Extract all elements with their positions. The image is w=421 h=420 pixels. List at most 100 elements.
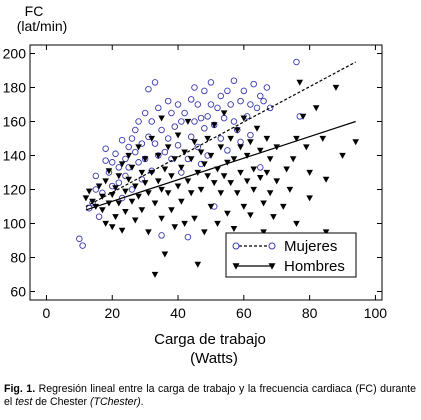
point-hombres [210,180,218,187]
legend-marker-circle [268,242,276,250]
point-hombres [122,188,129,195]
point-hombres [158,115,165,122]
point-hombres [260,229,267,236]
point-mujeres [217,92,225,100]
point-mujeres [135,159,142,166]
fit-line-hombres [85,120,356,211]
point-hombres [194,261,202,268]
point-hombres [197,149,205,156]
point-hombres [293,135,300,142]
point-hombres [138,207,146,214]
point-hombres [233,190,241,197]
point-hombres [99,207,106,214]
point-mujeres [230,118,238,125]
point-mujeres [135,118,142,125]
y-axis-unit: (lat/min) [17,18,68,34]
caption-text-3: . [140,396,144,408]
point-mujeres [240,87,248,95]
point-mujeres [253,104,261,112]
point-hombres [207,152,215,159]
y-tick-label: 100 [3,216,27,232]
point-hombres [99,193,106,200]
point-hombres [207,203,215,210]
point-hombres [273,178,281,185]
y-tick-label: 160 [3,114,27,130]
point-hombres [161,166,169,173]
point-mujeres [115,164,123,171]
point-hombres [115,173,123,180]
point-hombres [256,147,264,154]
legend: Mujeres Hombres [225,232,357,278]
point-hombres [141,156,149,163]
y-tick-label: 60 [10,284,26,300]
point-hombres [332,84,340,91]
point-mujeres [194,143,202,151]
point-hombres [187,190,195,197]
point-hombres [296,79,304,86]
point-mujeres [230,77,238,84]
point-hombres [293,220,300,227]
point-hombres [270,214,277,221]
point-hombres [184,178,192,185]
point-hombres [164,190,172,197]
point-mujeres [148,118,155,125]
axes-layer: 60 80 100 120 140 160 180 200 0 20 40 60 80 100 FC(lat… [3,3,388,367]
point-hombres [145,229,152,236]
point-mujeres [102,157,109,164]
point-hombres [240,115,248,122]
point-mujeres [138,176,146,183]
point-hombres [161,251,169,258]
point-mujeres [184,233,192,241]
x-tick-label: 0 [43,305,51,321]
point-mujeres [112,150,119,158]
plot-area [29,44,383,301]
caption-text-2: de Chester [32,396,90,408]
legend-label-hombres: Hombres [284,258,345,275]
point-hombres [280,203,287,210]
point-mujeres [132,148,139,156]
point-mujeres [164,97,172,105]
point-hombres [250,166,258,173]
x-tick-label: 20 [104,305,120,321]
point-mujeres [132,126,139,134]
point-hombres [256,175,264,181]
plot-frame [29,44,383,301]
point-mujeres [128,186,136,193]
point-hombres [178,198,185,205]
point-hombres [135,144,142,151]
point-hombres [151,271,159,278]
point-mujeres [201,125,208,132]
point-mujeres [224,147,231,154]
point-hombres [319,135,327,142]
point-hombres [168,207,175,214]
point-hombres [174,132,182,139]
point-mujeres [293,58,300,66]
point-hombres [224,210,231,217]
caption-italic-tchester: (TChester) [90,396,141,408]
point-hombres [95,183,103,190]
point-hombres [184,118,192,125]
point-hombres [154,152,162,159]
point-hombres [191,215,198,222]
point-hombres [131,183,139,190]
point-mujeres [260,97,267,105]
legend-marker-triangle [232,263,240,270]
point-hombres [105,168,113,175]
point-hombres [201,161,208,168]
point-mujeres [158,232,165,239]
point-hombres [187,156,195,163]
point-hombres [131,217,139,224]
point-hombres [247,212,254,219]
point-mujeres [174,101,182,108]
point-hombres [112,185,119,192]
point-hombres [266,190,274,197]
y-tick-label: 80 [10,250,26,266]
legend-box [225,232,357,278]
point-hombres [112,214,119,221]
point-mujeres [201,87,208,95]
point-mujeres [217,135,225,142]
legend-marker-circle [232,242,240,250]
point-hombres [214,166,221,173]
point-hombres [237,169,244,176]
point-hombres [174,183,182,190]
